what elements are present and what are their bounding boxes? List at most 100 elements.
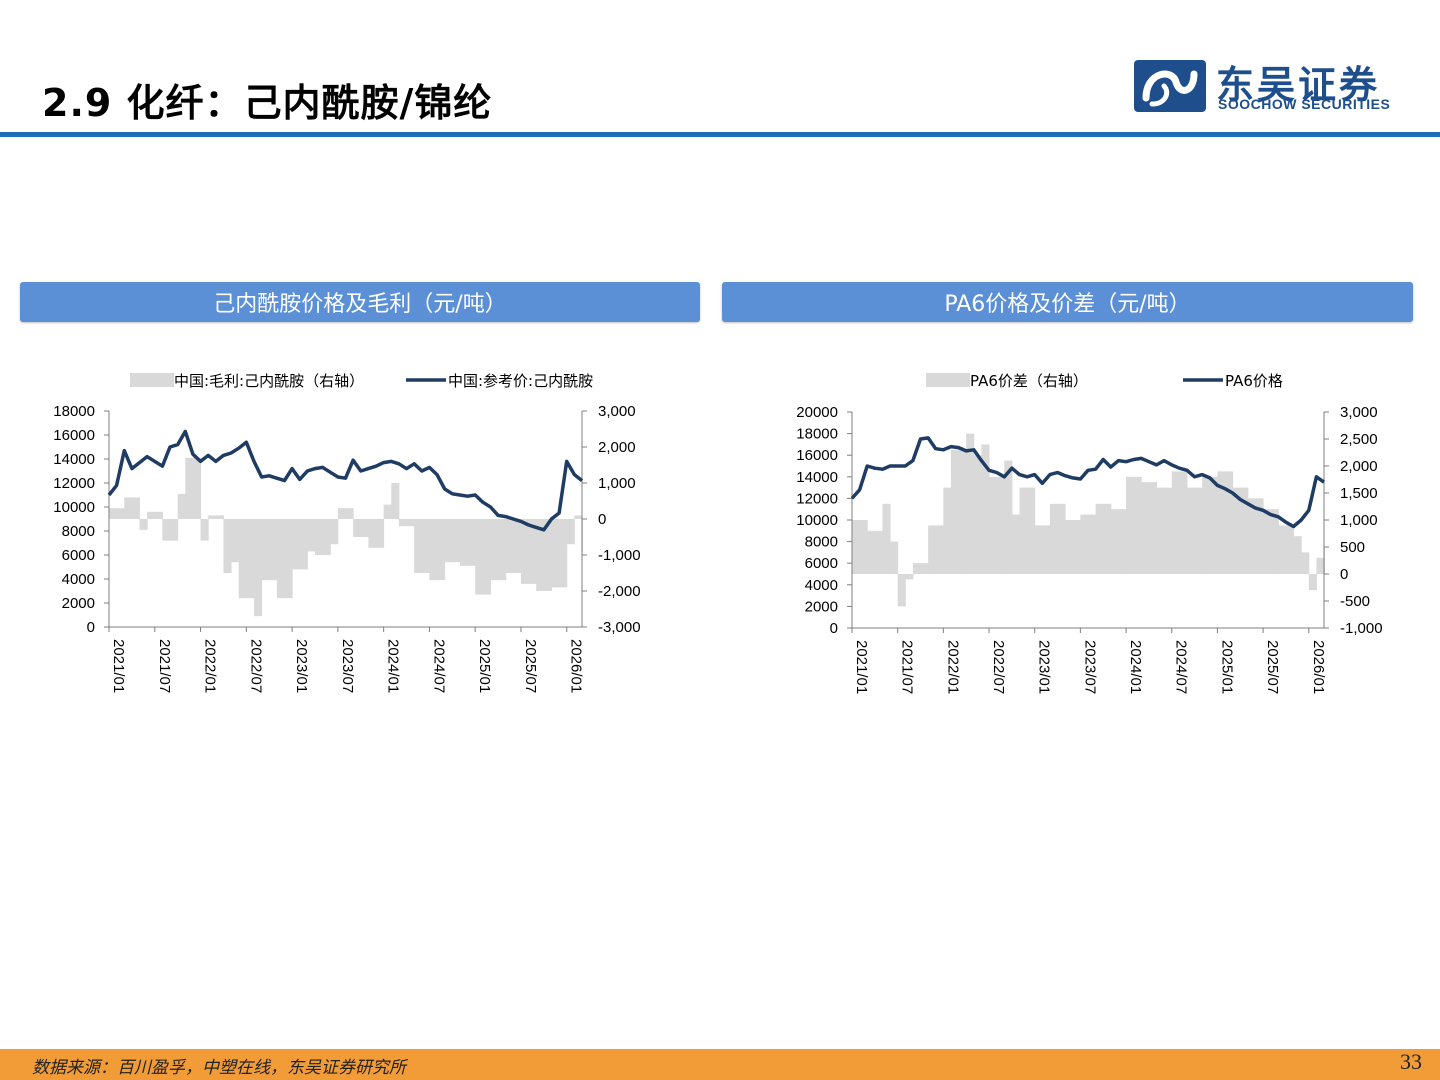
chart1-area-bar — [566, 519, 575, 545]
chart1-area-bar — [314, 519, 331, 555]
chart1-left-tick-label: 0 — [87, 619, 95, 636]
chart1-right-tick-label: -1,000 — [598, 547, 641, 564]
chart2-left-tick-label: 10000 — [796, 512, 838, 529]
chart2-area-bar — [1293, 536, 1302, 574]
chart2-area-bar — [1202, 476, 1218, 574]
chart2-right-tick-label: 0 — [1340, 566, 1348, 583]
chart1-right-tick-label: -3,000 — [598, 619, 641, 636]
chart1-header: 己内酰胺价格及毛利（元/吨） — [20, 282, 700, 322]
chart1-area-bar — [147, 511, 163, 519]
chart1-left-tick-label: 16000 — [53, 427, 95, 444]
chart2-area-bar — [1065, 520, 1081, 574]
chart2-x-tick-label: 2023/01 — [1036, 640, 1053, 694]
chart1-left-tick-label: 8000 — [62, 523, 95, 540]
chart1-area-bar — [276, 519, 293, 599]
chart1-area-bar — [185, 457, 202, 519]
chart2-left-tick-label: 16000 — [796, 447, 838, 464]
chart1-right-tick-label: 1,000 — [598, 475, 636, 492]
chart1-right-tick-label: 0 — [598, 511, 606, 528]
chart2-area-bar — [1019, 487, 1036, 574]
chart2-right-tick-label: -1,000 — [1340, 620, 1383, 637]
chart1-left-tick-label: 2000 — [62, 595, 95, 612]
chart1-x-tick-label: 2021/07 — [156, 639, 173, 693]
chart1-legend-line-label: 中国:参考价:己内酰胺 — [448, 372, 593, 390]
chart1-area-bar — [353, 519, 369, 537]
chart1-area-bar — [238, 519, 255, 599]
chart2-x-tick-label: 2025/01 — [1218, 640, 1235, 694]
chart2-x-tick-label: 2021/07 — [899, 640, 916, 694]
chart1-area-bar — [520, 519, 537, 584]
chart2-area-bar — [912, 563, 929, 574]
chart2-right-tick-label: 2,000 — [1340, 458, 1378, 475]
chart2-area-bar — [1278, 525, 1295, 574]
chart1-area-bar — [109, 508, 125, 519]
chart2-area-bar — [1095, 503, 1112, 574]
chart2-price-line — [850, 436, 1326, 529]
chart2-area-bar — [973, 455, 982, 574]
chart1-area-bar — [459, 519, 476, 566]
chart2-area-bar — [1126, 476, 1142, 574]
chart2-left-tick-label: 4000 — [805, 577, 838, 594]
chart1-area-bar — [490, 519, 507, 581]
chart2-x-tick-label: 2025/07 — [1264, 640, 1281, 694]
chart1-area-bar — [292, 519, 308, 570]
chart1-left-tick-label: 4000 — [62, 571, 95, 588]
chart1-container: 0 2000 4000 6000 8000 10000 12000 14000 16000 180… — [44, 348, 656, 728]
chart2-x-tick-label: 2022/01 — [944, 640, 961, 694]
chart2-area-bar — [1141, 482, 1158, 574]
chart1-left-tick-label: 18000 — [53, 403, 95, 420]
chart2-left-tick-label: 20000 — [796, 404, 838, 421]
chart1-area-bar — [536, 519, 552, 591]
chart2-left-tick-label: 0 — [830, 620, 838, 637]
chart1-area-bar — [398, 519, 415, 527]
chart2-area-bar — [1110, 509, 1127, 574]
chart2-left-tick-label: 14000 — [796, 469, 838, 486]
chart1-margin-area — [109, 457, 583, 617]
chart2-area-bar — [1156, 487, 1173, 574]
chart2-area-bar — [1034, 525, 1051, 574]
chart2-legend-line-label: PA6价格 — [1225, 372, 1283, 390]
chart1-legend-area-label: 中国:毛利:己内酰胺（右轴） — [174, 372, 364, 390]
chart2-legend-area-swatch — [926, 373, 970, 387]
chart2-area-bar — [966, 433, 975, 574]
chart1-area-bar — [177, 493, 186, 519]
chart1-area-bar — [124, 497, 141, 519]
chart1-area-bar — [444, 519, 461, 563]
chart2-area-bar — [1232, 487, 1249, 574]
chart2-left-tick-label: 2000 — [805, 598, 838, 615]
chart1-x-tick-label: 2024/07 — [430, 639, 447, 693]
chart2-right-tick-label: 1,000 — [1340, 512, 1378, 529]
chart1-area-bar — [429, 519, 446, 581]
chart2-legend-area-label: PA6价差（右轴） — [970, 372, 1088, 390]
chart1-area-bar — [414, 519, 430, 573]
chart2-left-tick-label: 6000 — [805, 555, 838, 572]
chart2-margin-area — [852, 433, 1325, 607]
caprolactam-price-margin-chart: 0 2000 4000 6000 8000 10000 12000 14000 16000 180… — [53, 372, 641, 693]
chart1-left-tick-label: 6000 — [62, 547, 95, 564]
chart1-area-bar — [330, 519, 339, 545]
chart1-area-bar — [391, 483, 400, 519]
chart1-area-bar — [368, 519, 385, 548]
chart1-x-tick-label: 2024/01 — [385, 639, 402, 693]
chart1-area-bar — [208, 515, 224, 519]
logo-subtitle: SOOCHOW SECURITIES — [1218, 96, 1391, 112]
chart2-left-tick-label: 12000 — [796, 490, 838, 507]
page-number: 33 — [1400, 1049, 1422, 1074]
logo-mark-icon — [1134, 60, 1206, 112]
chart2-x-tick-label: 2021/01 — [853, 640, 870, 694]
chart2-left-tick-label: 18000 — [796, 426, 838, 443]
chart2-area-bar — [890, 541, 899, 574]
chart2-area-bar — [867, 530, 883, 574]
chart2-area-bar — [1301, 552, 1310, 574]
chart2-left-tick-label: 8000 — [805, 534, 838, 551]
chart1-area-bar — [162, 519, 179, 541]
chart2-area-bar — [1217, 471, 1234, 574]
chart1-right-tick-label: -2,000 — [598, 583, 641, 600]
chart2-area-bar — [882, 503, 891, 574]
company-logo: 东吴证券 SOOCHOW SECURITIES — [1132, 58, 1417, 118]
data-source: 数据来源：百川盈孚，中塑在线，东吴证券研究所 — [32, 1058, 406, 1078]
chart2-area-bar — [1171, 471, 1188, 574]
chart2-area-bar — [943, 487, 952, 574]
chart1-left-tick-label: 10000 — [53, 499, 95, 516]
chart2-right-tick-label: 3,000 — [1340, 404, 1378, 421]
